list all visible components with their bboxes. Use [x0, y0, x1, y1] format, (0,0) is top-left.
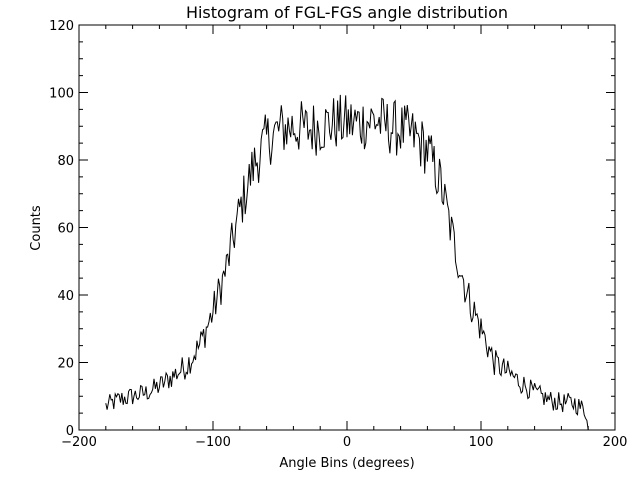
y-tick-label: 0: [66, 424, 74, 439]
y-tick-label: 40: [57, 289, 74, 304]
x-tick-label: 100: [469, 435, 494, 450]
y-tick-label: 60: [57, 222, 74, 237]
y-tick-label: 20: [57, 357, 74, 372]
y-axis: 0 20 40 60 80 100 120: [49, 19, 615, 439]
x-tick-label: −100: [195, 435, 231, 450]
x-tick-label: 200: [603, 435, 628, 450]
x-axis: −200 −100 0 100 200: [61, 25, 627, 450]
plot-frame: [78, 24, 616, 431]
x-tick-label: −200: [61, 435, 97, 450]
plot-area: −200 −100 0 100 200 0 20 40 60 80 100 120: [49, 19, 627, 450]
series-line: [105, 94, 589, 431]
x-tick-label: 0: [343, 435, 351, 450]
y-tick-label: 100: [49, 87, 74, 102]
chart-title: Histogram of FGL-FGS angle distribution: [186, 3, 508, 22]
y-tick-label: 120: [49, 19, 74, 34]
y-tick-label: 80: [57, 154, 74, 169]
x-axis-label: Angle Bins (degrees): [279, 456, 414, 471]
y-axis-label: Counts: [29, 205, 44, 251]
